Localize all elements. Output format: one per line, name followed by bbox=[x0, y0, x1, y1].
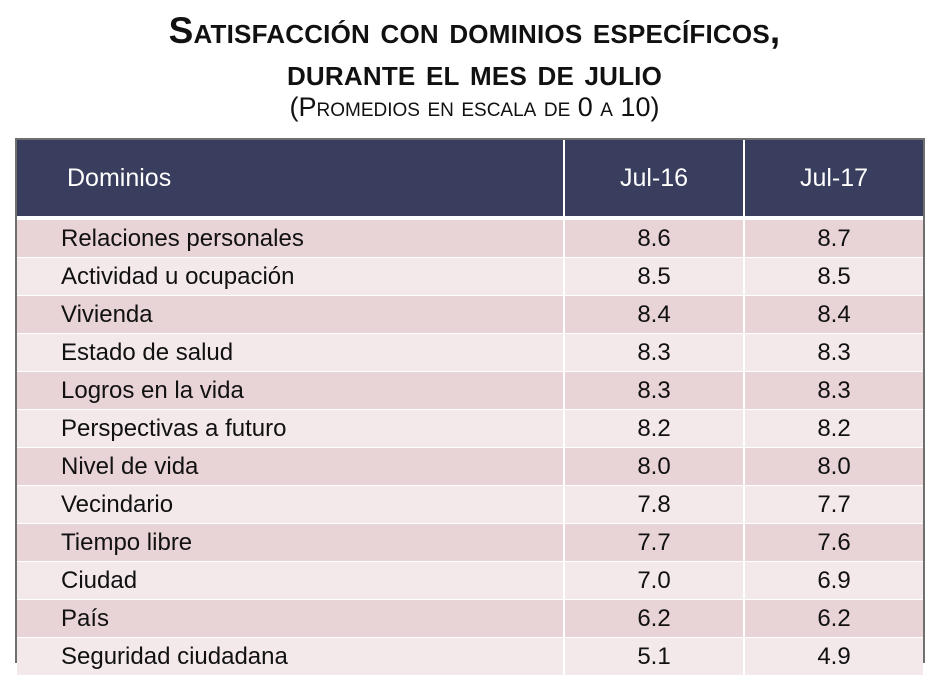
jul-16-value-cell: 8.3 bbox=[563, 333, 744, 372]
column-header-jul-17: Jul-17 bbox=[743, 140, 923, 220]
domain-cell: Relaciones personales bbox=[17, 218, 564, 258]
jul-17-value-cell: 4.9 bbox=[743, 637, 923, 676]
jul-16-value-cell: 8.4 bbox=[563, 295, 744, 334]
page-title-line-1: Satisfacción con dominios específicos, bbox=[168, 10, 781, 51]
column-header-dominios: Dominios bbox=[17, 140, 564, 220]
domain-cell: País bbox=[17, 599, 564, 638]
table-row: Ciudad 7.0 6.9 bbox=[17, 561, 923, 600]
domain-cell: Logros en la vida bbox=[17, 371, 564, 410]
column-header-jul-16: Jul-16 bbox=[563, 140, 744, 220]
page-subtitle: (Promedios en escala de 0 a 10) bbox=[289, 92, 660, 122]
domain-cell: Seguridad ciudadana bbox=[17, 637, 564, 676]
table-row: Estado de salud 8.3 8.3 bbox=[17, 333, 923, 372]
jul-16-value-cell: 7.0 bbox=[563, 561, 744, 600]
jul-16-value-cell: 8.2 bbox=[563, 409, 744, 448]
table-row: Logros en la vida 8.3 8.3 bbox=[17, 371, 923, 410]
jul-16-value-cell: 5.1 bbox=[563, 637, 744, 676]
domain-cell: Tiempo libre bbox=[17, 523, 564, 562]
table-row: Perspectivas a futuro 8.2 8.2 bbox=[17, 409, 923, 448]
table-row: Seguridad ciudadana 5.1 4.9 bbox=[17, 637, 923, 676]
domain-cell: Estado de salud bbox=[17, 333, 564, 372]
domain-cell: Ciudad bbox=[17, 561, 564, 600]
jul-17-value-cell: 7.6 bbox=[743, 523, 923, 562]
jul-17-value-cell: 8.5 bbox=[743, 257, 923, 296]
jul-16-value-cell: 7.8 bbox=[563, 485, 744, 524]
table-row: País 6.2 6.2 bbox=[17, 599, 923, 638]
jul-17-value-cell: 8.7 bbox=[743, 218, 923, 258]
jul-17-value-cell: 8.0 bbox=[743, 447, 923, 486]
table-row: Relaciones personales 8.6 8.7 bbox=[17, 218, 923, 258]
table-row: Nivel de vida 8.0 8.0 bbox=[17, 447, 923, 486]
jul-17-value-cell: 7.7 bbox=[743, 485, 923, 524]
table-row: Vivienda 8.4 8.4 bbox=[17, 295, 923, 334]
table-header-row: Dominios Jul-16 Jul-17 bbox=[17, 140, 923, 220]
jul-17-value-cell: 6.9 bbox=[743, 561, 923, 600]
jul-17-value-cell: 8.3 bbox=[743, 333, 923, 372]
domain-cell: Vecindario bbox=[17, 485, 564, 524]
jul-16-value-cell: 6.2 bbox=[563, 599, 744, 638]
satisfaction-table: Dominios Jul-16 Jul-17 Relaciones person… bbox=[17, 140, 923, 676]
domain-cell: Vivienda bbox=[17, 295, 564, 334]
table-row: Tiempo libre 7.7 7.6 bbox=[17, 523, 923, 562]
satisfaction-table-frame: Dominios Jul-16 Jul-17 Relaciones person… bbox=[15, 138, 925, 676]
jul-17-value-cell: 8.3 bbox=[743, 371, 923, 410]
domain-cell: Perspectivas a futuro bbox=[17, 409, 564, 448]
domain-cell: Actividad u ocupación bbox=[17, 257, 564, 296]
table-row: Actividad u ocupación 8.5 8.5 bbox=[17, 257, 923, 296]
jul-17-value-cell: 6.2 bbox=[743, 599, 923, 638]
title-block: Satisfacción con dominios específicos, d… bbox=[0, 0, 949, 122]
jul-16-value-cell: 8.3 bbox=[563, 371, 744, 410]
jul-16-value-cell: 8.6 bbox=[563, 218, 744, 258]
jul-17-value-cell: 8.4 bbox=[743, 295, 923, 334]
page-title-line-2: durante el mes de julio bbox=[286, 52, 663, 93]
jul-17-value-cell: 8.2 bbox=[743, 409, 923, 448]
table-row: Vecindario 7.8 7.7 bbox=[17, 485, 923, 524]
jul-16-value-cell: 8.0 bbox=[563, 447, 744, 486]
domain-cell: Nivel de vida bbox=[17, 447, 564, 486]
jul-16-value-cell: 8.5 bbox=[563, 257, 744, 296]
jul-16-value-cell: 7.7 bbox=[563, 523, 744, 562]
